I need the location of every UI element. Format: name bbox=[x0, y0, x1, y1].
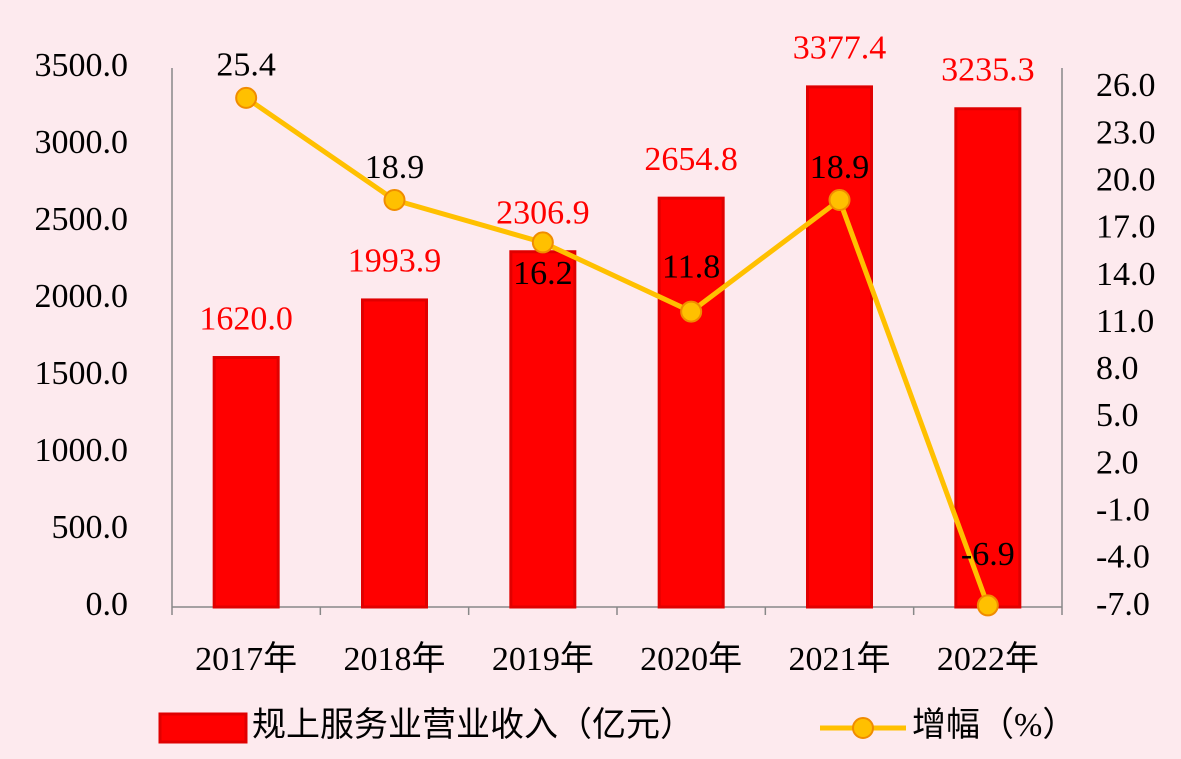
y2-tick-label: 14.0 bbox=[1096, 256, 1156, 293]
bar-value-label: 2306.9 bbox=[496, 195, 590, 232]
bar bbox=[657, 196, 725, 609]
legend-marker bbox=[852, 717, 874, 739]
x-tick-label: 2022年 bbox=[937, 640, 1039, 678]
bar-value-label: 3235.3 bbox=[941, 52, 1035, 89]
y2-tick-label: 17.0 bbox=[1096, 209, 1156, 246]
y-tick-label: 1000.0 bbox=[35, 432, 129, 469]
bar bbox=[806, 85, 873, 609]
line-value-label: 11.8 bbox=[662, 248, 720, 285]
bar bbox=[212, 356, 280, 609]
bar-value-label: 3377.4 bbox=[793, 30, 887, 67]
x-tick-label: 2021年 bbox=[789, 640, 891, 678]
y-tick-label: 3000.0 bbox=[35, 124, 129, 161]
bar bbox=[509, 250, 577, 609]
y2-tick-label: 11.0 bbox=[1096, 303, 1154, 340]
y2-tick-label: -1.0 bbox=[1096, 492, 1150, 529]
bar bbox=[361, 298, 428, 609]
line-value-label: -6.9 bbox=[961, 536, 1015, 573]
bar-value-label: 1993.9 bbox=[348, 243, 442, 280]
line bbox=[244, 95, 991, 607]
bar-value-label: 2654.8 bbox=[644, 141, 738, 178]
y-tick-label: 3500.0 bbox=[35, 47, 129, 84]
x-tick-label: 2017年 bbox=[195, 640, 297, 678]
y2-tick-label: -7.0 bbox=[1096, 586, 1150, 623]
y2-tick-label: 2.0 bbox=[1096, 444, 1139, 481]
x-tick-label: 2020年 bbox=[640, 640, 742, 678]
legend-label: 规上服务业营业收入（亿元） bbox=[252, 706, 694, 744]
y2-tick-label: 26.0 bbox=[1096, 67, 1156, 104]
y-tick-label: 0.0 bbox=[86, 586, 129, 623]
line-value-label: 16.2 bbox=[513, 255, 573, 292]
y-tick-label: 1500.0 bbox=[35, 355, 129, 392]
y-tick-label: 2500.0 bbox=[35, 201, 129, 238]
x-tick-label: 2018年 bbox=[344, 640, 446, 678]
y-tick-label: 500.0 bbox=[52, 509, 129, 546]
y2-tick-label: 8.0 bbox=[1096, 350, 1139, 387]
legend-swatch bbox=[158, 712, 248, 744]
y2-tick-label: 20.0 bbox=[1096, 162, 1156, 199]
line-marker bbox=[531, 231, 554, 254]
line-marker bbox=[976, 594, 999, 617]
bar-value-label: 1620.0 bbox=[199, 300, 293, 337]
line-value-label: 25.4 bbox=[216, 47, 276, 84]
bar bbox=[954, 107, 1022, 609]
x-tick-label: 2019年 bbox=[492, 640, 594, 678]
y2-tick-label: -4.0 bbox=[1096, 539, 1150, 576]
y2-tick-label: 23.0 bbox=[1096, 114, 1156, 151]
y-tick-label: 2000.0 bbox=[35, 278, 129, 315]
line-marker bbox=[383, 189, 406, 211]
line-value-label: 18.9 bbox=[810, 149, 870, 186]
line-marker bbox=[680, 300, 703, 323]
y2-tick-label: 5.0 bbox=[1096, 397, 1139, 434]
line-marker bbox=[828, 189, 851, 211]
line-marker bbox=[235, 86, 258, 109]
legend-label: 增幅（%） bbox=[912, 706, 1076, 744]
line-value-label: 18.9 bbox=[365, 149, 425, 186]
